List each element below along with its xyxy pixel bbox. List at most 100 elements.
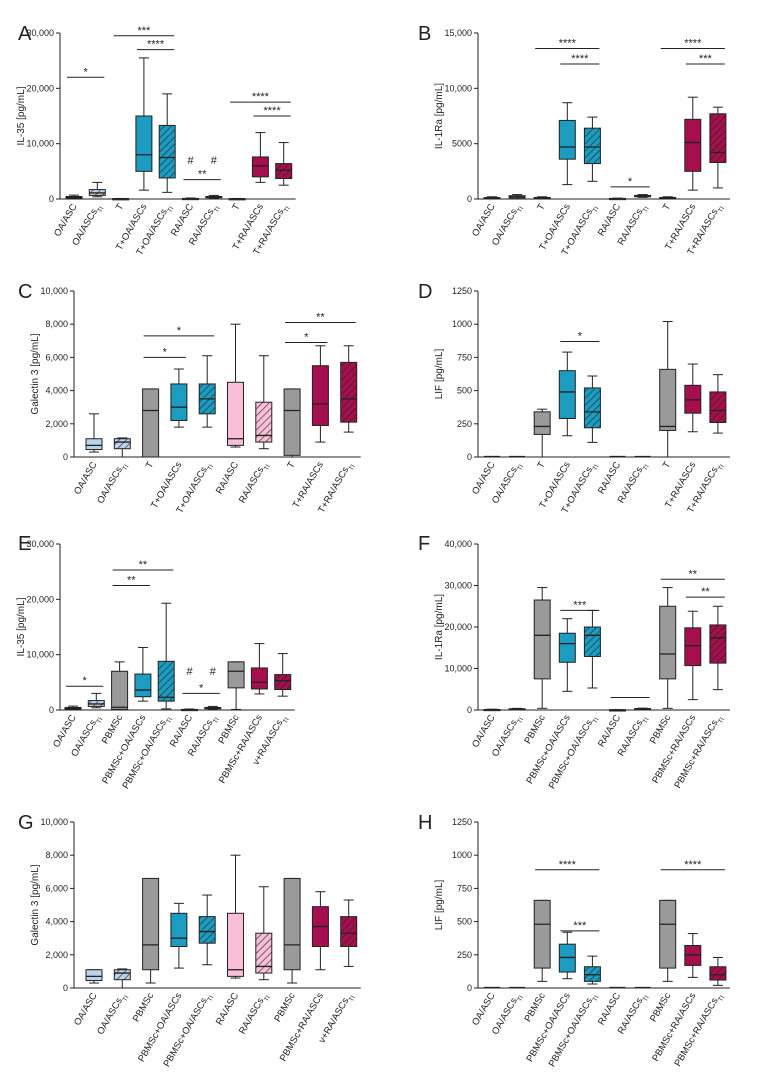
box-hatch <box>114 969 131 980</box>
y-tick-label: 30,000 <box>444 581 472 591</box>
box-pbmsc-oa-ascs <box>170 902 188 969</box>
y-tick-label: 1250 <box>452 817 472 827</box>
category-label: PBMSc <box>522 713 547 746</box>
significance-label: * <box>83 675 88 687</box>
y-tick-label: 30,000 <box>26 539 54 549</box>
y-tick-label: 10,000 <box>444 83 472 93</box>
category-label: RA/ASCsTI <box>237 460 272 507</box>
category-label: RA/ASC <box>214 991 241 1027</box>
box-t-ra-ascs <box>684 363 702 433</box>
category-label-subscript: TI <box>591 994 600 1003</box>
category-label-subscript: TI <box>717 205 726 214</box>
box-body <box>142 877 160 971</box>
panel-letter: B <box>418 23 431 45</box>
box-pbmsc <box>659 899 677 982</box>
category-label: RA/ASC <box>596 202 623 238</box>
significance-label: *** <box>573 599 587 611</box>
category-label: T <box>285 460 298 471</box>
y-tick-label: 750 <box>457 352 472 362</box>
category-label: PBMSc <box>100 713 125 746</box>
significance-label: **** <box>263 105 281 117</box>
box-hatch <box>584 387 601 428</box>
box-ra-asc <box>227 854 244 979</box>
y-tick-label: 4,000 <box>45 917 68 927</box>
significance-label: **** <box>559 859 577 871</box>
y-tick-label: 20,000 <box>26 83 54 93</box>
significance-label: * <box>304 331 309 343</box>
box-ra-ascs <box>204 705 222 710</box>
box-body <box>684 945 702 966</box>
y-axis-title: IL-1Ra [pg/mL] <box>434 83 445 149</box>
box-hatch <box>584 966 601 982</box>
y-tick-label: 10,000 <box>40 286 68 296</box>
panel-C: C 0 2,000 4,000 6,000 8,000 10,000 Galectin 3 [… <box>18 281 361 517</box>
box-v-ra-ascs <box>274 653 292 697</box>
box-hatch <box>340 916 357 947</box>
box-ra-ascs <box>205 194 223 199</box>
category-label: OA/ASC <box>72 991 100 1028</box>
box-ra-asc <box>609 197 626 201</box>
y-axis-title: Galectin 3 [pg/mL] <box>30 864 41 945</box>
box-oa-ascs <box>113 968 131 989</box>
box-hatch <box>584 128 601 164</box>
category-label: PBMSc+OA/ASCsTI <box>547 991 601 1070</box>
panel-letter: C <box>18 281 32 303</box>
y-tick-label: 4,000 <box>45 386 68 396</box>
box-body <box>684 627 702 667</box>
category-label-subscript: TI <box>165 716 174 725</box>
y-tick-label: 500 <box>457 386 472 396</box>
box-hatch <box>199 916 216 944</box>
category-label: PBMSc <box>522 991 547 1024</box>
box-t-oa-ascs <box>558 351 576 437</box>
box-body <box>311 365 329 426</box>
box-body <box>283 877 301 971</box>
box-hatch <box>275 163 292 179</box>
box-pbmsc <box>227 661 245 710</box>
box-oa-asc <box>483 196 501 200</box>
significance-label: **** <box>252 91 270 103</box>
y-tick-label: 0 <box>467 452 472 462</box>
box-t <box>533 408 551 458</box>
category-label-subscript: TI <box>641 205 650 214</box>
box-pbmsc-oa-ascs <box>558 931 576 980</box>
y-tick-label: 8,000 <box>45 319 68 329</box>
y-tick-label: 15,000 <box>444 28 472 38</box>
box-hatch <box>709 391 726 423</box>
box-body <box>251 156 269 178</box>
significance-label: * <box>163 346 168 358</box>
box-body <box>558 632 576 663</box>
y-tick-label: 0 <box>467 194 472 204</box>
significance-label: ** <box>316 312 325 324</box>
box-ra-asc <box>181 708 198 712</box>
y-tick-label: 5000 <box>452 139 472 149</box>
category-label-subscript: TI <box>121 994 130 1003</box>
y-tick-label: 2,000 <box>45 950 68 960</box>
box-ra-asc <box>609 709 626 712</box>
panel-letter: F <box>418 533 430 555</box>
box-t-ra-ascs <box>340 345 358 433</box>
y-tick-label: 0 <box>63 452 68 462</box>
y-tick-label: 2,000 <box>45 419 68 429</box>
y-tick-label: 500 <box>457 917 472 927</box>
category-label-subscript: TI <box>516 716 525 725</box>
y-tick-label: 10,000 <box>40 817 68 827</box>
significance-label: **** <box>684 859 702 871</box>
box-t-ra-ascs <box>311 345 329 443</box>
y-axis-title: IL-35 [pg/mL] <box>16 597 27 656</box>
box-t <box>112 197 130 201</box>
box-ra-ascs <box>634 707 652 711</box>
y-tick-label: 10,000 <box>26 650 54 660</box>
y-tick-label: 250 <box>457 419 472 429</box>
y-tick-label: 750 <box>457 883 472 893</box>
box-body <box>85 969 103 982</box>
box-t <box>533 196 551 200</box>
category-label-subscript: TI <box>212 716 221 725</box>
category-label-subscript: TI <box>283 205 292 214</box>
box-body <box>659 899 677 969</box>
y-tick-label: 250 <box>457 950 472 960</box>
y-tick-label: 0 <box>467 983 472 993</box>
box-pbmsc <box>533 587 551 709</box>
category-label-subscript: TI <box>641 716 650 725</box>
category-label-subscript: TI <box>717 994 726 1003</box>
box-t-ra-ascs <box>251 132 269 183</box>
